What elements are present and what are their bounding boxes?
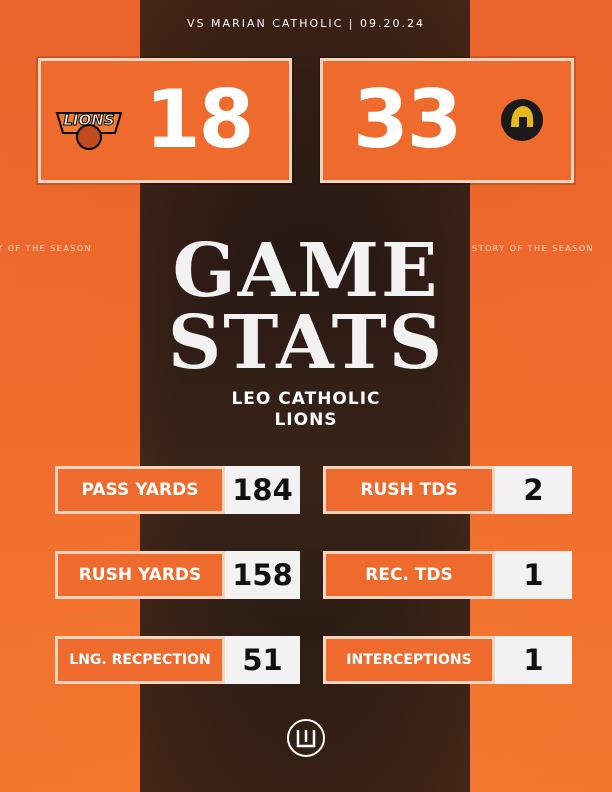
stat-value: 2: [495, 466, 572, 514]
home-score-box: LIONS 18: [38, 58, 292, 183]
brand-logo: [287, 719, 325, 757]
stat-label: REC. TDS: [323, 551, 495, 599]
side-ticker: STORY OF THE SEASON: [0, 244, 93, 253]
stat-label: LNG. RECPECTION: [55, 636, 225, 684]
away-score: 33: [353, 73, 462, 166]
stat-label: PASS YARDS: [55, 466, 225, 514]
team-name: LIONS: [274, 410, 338, 430]
stat-value: 51: [225, 636, 300, 684]
stat-row: PASS YARDS 184: [55, 466, 300, 514]
stat-row: REC. TDS 1: [323, 551, 572, 599]
stat-value: 1: [495, 636, 572, 684]
stat-label: INTERCEPTIONS: [323, 636, 495, 684]
stat-label: RUSH TDS: [323, 466, 495, 514]
home-logo-text: LIONS: [63, 111, 115, 130]
stat-value: 1: [495, 551, 572, 599]
home-logo: [55, 112, 123, 150]
stat-value: 184: [225, 466, 300, 514]
title-line: STATS: [167, 300, 445, 386]
away-score-box: 33: [320, 58, 574, 183]
home-score: 18: [145, 73, 254, 166]
matchup-header: VS MARIAN CATHOLIC | 09.20.24: [187, 17, 425, 30]
stat-row: RUSH YARDS 158: [55, 551, 300, 599]
away-logo: [501, 99, 543, 141]
team-name: LEO CATHOLIC: [231, 389, 381, 409]
stat-label: RUSH YARDS: [55, 551, 225, 599]
stat-value: 158: [225, 551, 300, 599]
stat-row: LNG. RECPECTION 51: [55, 636, 300, 684]
title-line: GAME: [172, 228, 440, 314]
stat-row: INTERCEPTIONS 1: [323, 636, 572, 684]
stat-row: RUSH TDS 2: [323, 466, 572, 514]
side-ticker: STORY OF THE SEASON: [472, 244, 595, 253]
